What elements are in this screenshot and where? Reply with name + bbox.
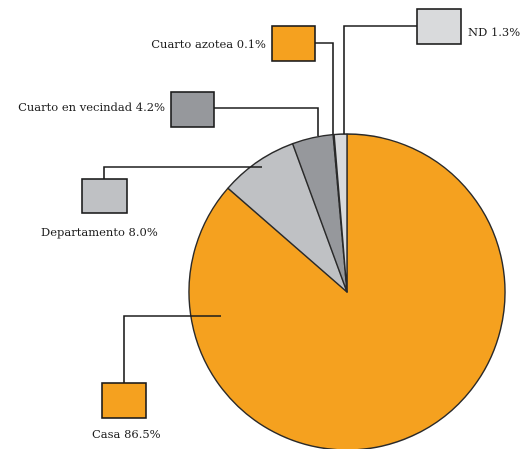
pie-slice-casa: [188, 133, 506, 449]
departamento-leader-line: [103, 166, 262, 179]
cuarto-vecindad-label: Cuarto en vecindad 4.2%: [18, 100, 165, 114]
casa-legend-box: [101, 382, 147, 419]
nd-legend-box: [416, 8, 462, 45]
casa-leader-line: [123, 315, 221, 383]
pie-slices: [188, 133, 506, 449]
cuarto-azotea-leader-line: [315, 42, 334, 134]
cuarto-vecindad-legend-box: [170, 91, 215, 128]
departamento-label: Departamento 8.0%: [41, 225, 158, 239]
cuarto-azotea-legend-box: [271, 25, 316, 62]
departamento-legend-box: [81, 178, 128, 214]
pie-slice-nd: [333, 133, 348, 293]
nd-leader-line: [343, 25, 417, 134]
nd-label: ND 1.3%: [468, 25, 520, 39]
cuarto-azotea-label: Cuarto azotea 0.1%: [151, 37, 266, 51]
cuarto-vecindad-leader-line: [214, 107, 319, 136]
casa-label: Casa 86.5%: [92, 427, 161, 441]
